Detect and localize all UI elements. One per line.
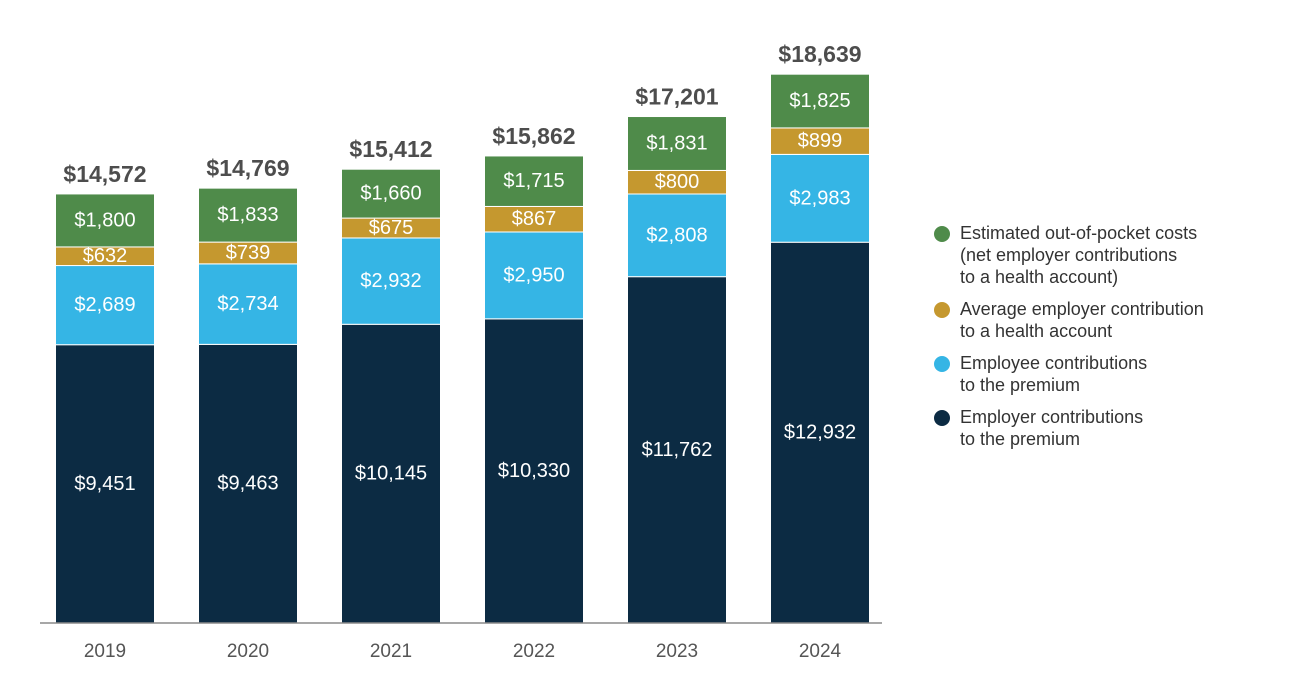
total-label-2021: $15,412	[349, 136, 432, 162]
bar-segment-health-account-2024	[770, 127, 870, 155]
legend-line: to a health account	[960, 321, 1113, 341]
legend-swatch-out-of-pocket	[934, 226, 950, 242]
bar-segment-out-of-pocket-2023	[627, 116, 727, 171]
legend-label-employer-premium: Employer contributions to the premium	[960, 406, 1143, 450]
data-label-employer-premium-2020: $9,463	[217, 473, 278, 495]
data-label-health-account-2019: $632	[83, 245, 128, 267]
bar-segment-out-of-pocket-2022	[484, 155, 584, 207]
legend-line: Average employer contribution	[960, 299, 1204, 319]
x-tick-label-2024: 2024	[799, 641, 842, 662]
total-label-2019: $14,572	[63, 161, 146, 187]
x-tick-label-2022: 2022	[513, 641, 555, 662]
legend-label-out-of-pocket: Estimated out-of-pocket costs (net emplo…	[960, 222, 1197, 288]
data-label-health-account-2021: $675	[369, 217, 414, 239]
data-label-health-account-2022: $867	[512, 208, 557, 230]
bar-segment-employer-premium-2023	[627, 276, 727, 624]
legend-item-out-of-pocket: Estimated out-of-pocket costs (net emplo…	[934, 222, 1274, 288]
legend-line: (net employer contributions	[960, 245, 1178, 265]
bar-segment-out-of-pocket-2021	[341, 168, 441, 219]
data-label-employee-premium-2022: $2,950	[503, 264, 564, 286]
bar-segment-employer-premium-2019	[55, 344, 155, 624]
data-label-employer-premium-2019: $9,451	[74, 473, 135, 495]
legend-swatch-employer-premium	[934, 410, 950, 426]
data-label-employee-premium-2023: $2,808	[646, 224, 707, 246]
data-label-employee-premium-2021: $2,932	[360, 270, 421, 292]
data-label-employer-premium-2023: $11,762	[642, 439, 713, 461]
legend-swatch-health-account	[934, 302, 950, 318]
data-label-health-account-2023: $800	[655, 171, 700, 193]
legend-item-employee-premium: Employee contributions to the premium	[934, 352, 1274, 396]
data-label-out-of-pocket-2021: $1,660	[360, 183, 421, 205]
legend-line: Employer contributions	[960, 407, 1144, 427]
bar-segment-employee-premium-2019	[55, 265, 155, 346]
x-tick-label-2021: 2021	[370, 641, 412, 662]
legend-label-health-account: Average employer contribution to a healt…	[960, 298, 1204, 342]
data-label-employee-premium-2024: $2,983	[789, 187, 850, 209]
bar-segment-employer-premium-2021	[341, 323, 441, 624]
bar-segment-employer-premium-2022	[484, 318, 584, 624]
bar-segment-employer-premium-2020	[198, 343, 298, 624]
data-label-employer-premium-2021: $10,145	[355, 463, 427, 485]
total-label-2023: $17,201	[635, 84, 718, 110]
legend-line: to the premium	[960, 429, 1081, 449]
labels-layer: $9,451 $2,689 $632 $1,800 $14,572 2019 $9,463 $…	[63, 41, 861, 662]
data-label-out-of-pocket-2020: $1,833	[217, 204, 278, 226]
chart-legend: Estimated out-of-pocket costs (net emplo…	[934, 222, 1274, 460]
data-label-out-of-pocket-2023: $1,831	[646, 132, 707, 154]
bars-layer	[55, 73, 870, 624]
bar-segment-employee-premium-2020	[198, 263, 298, 345]
bar-segment-out-of-pocket-2024	[770, 73, 870, 129]
bar-segment-employee-premium-2023	[627, 193, 727, 278]
legend-swatch-employee-premium	[934, 356, 950, 372]
bar-segment-out-of-pocket-2019	[55, 193, 155, 248]
legend-line: Employee contributions	[960, 353, 1148, 373]
legend-label-employee-premium: Employee contributions to the premium	[960, 352, 1147, 396]
data-label-employee-premium-2019: $2,689	[74, 294, 135, 316]
bar-segment-employer-premium-2024	[770, 241, 870, 624]
bar-segment-out-of-pocket-2020	[198, 187, 298, 243]
total-label-2020: $14,769	[206, 155, 289, 181]
total-label-2022: $15,862	[492, 123, 575, 149]
bar-segment-employee-premium-2024	[770, 153, 870, 243]
data-label-out-of-pocket-2019: $1,800	[74, 209, 135, 231]
x-tick-label-2023: 2023	[656, 641, 698, 662]
data-label-health-account-2020: $739	[226, 242, 271, 264]
legend-line: to the premium	[960, 375, 1081, 395]
data-label-employer-premium-2024: $12,932	[784, 422, 856, 444]
data-label-employer-premium-2022: $10,330	[498, 460, 570, 482]
data-label-employee-premium-2020: $2,734	[217, 293, 278, 315]
legend-item-health-account: Average employer contribution to a healt…	[934, 298, 1274, 342]
legend-item-employer-premium: Employer contributions to the premium	[934, 406, 1274, 450]
data-label-out-of-pocket-2024: $1,825	[789, 90, 850, 112]
total-label-2024: $18,639	[778, 41, 861, 67]
data-label-health-account-2024: $899	[798, 130, 843, 152]
bar-segment-employee-premium-2021	[341, 237, 441, 325]
x-tick-label-2019: 2019	[84, 641, 126, 662]
legend-line: to a health account)	[960, 267, 1119, 287]
legend-line: Estimated out-of-pocket costs	[960, 223, 1198, 243]
data-label-out-of-pocket-2022: $1,715	[503, 170, 564, 192]
x-tick-label-2020: 2020	[227, 641, 269, 662]
bar-segment-health-account-2022	[484, 205, 584, 233]
